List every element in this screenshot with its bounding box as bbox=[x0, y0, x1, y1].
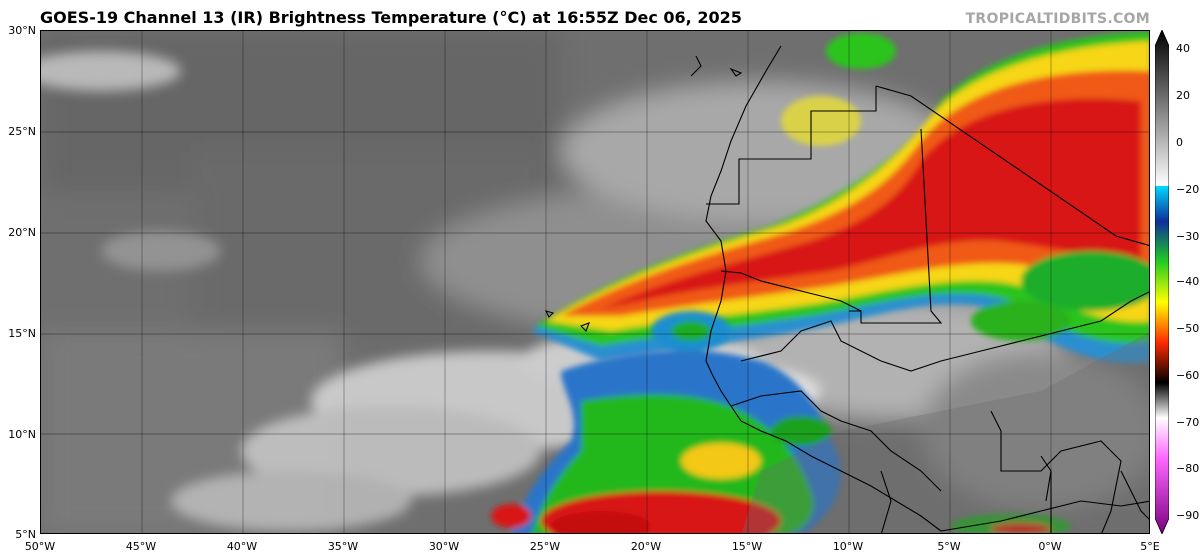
cold-cloud-band bbox=[531, 31, 1149, 363]
colorbar-gradient bbox=[1154, 29, 1170, 535]
colorbar-label-20: 20 bbox=[1176, 89, 1190, 102]
colorbar-label-minus50: −50 bbox=[1176, 322, 1200, 335]
lon-label-50w: 50°W bbox=[24, 540, 56, 553]
lon-label-20w: 20°W bbox=[630, 540, 662, 553]
colorbar-label-minus70: −70 bbox=[1176, 416, 1200, 429]
lat-label-20n: 20°N bbox=[8, 226, 36, 239]
colorbar-label-minus90: −90 bbox=[1176, 509, 1200, 522]
lon-label-30w: 30°W bbox=[428, 540, 460, 553]
lon-label-5e: 5°E bbox=[1140, 540, 1160, 553]
colorbar-label-40: 40 bbox=[1176, 42, 1190, 55]
graticule bbox=[41, 31, 1149, 533]
lon-label-45w: 45°W bbox=[125, 540, 157, 553]
africa-land bbox=[741, 332, 1149, 533]
lon-label-35w: 35°W bbox=[327, 540, 359, 553]
lon-label-10w: 10°W bbox=[832, 540, 864, 553]
lat-label-5n: 5°N bbox=[15, 528, 36, 541]
colorbar-label-0: 0 bbox=[1176, 136, 1183, 149]
lon-label-0w: 0°W bbox=[1038, 540, 1062, 553]
lat-label-15n: 15°N bbox=[8, 327, 36, 340]
map-title: GOES-19 Channel 13 (IR) Brightness Tempe… bbox=[40, 8, 742, 27]
lon-label-25w: 25°W bbox=[529, 540, 561, 553]
coastlines-borders bbox=[544, 45, 1149, 533]
lon-label-15w: 15°W bbox=[731, 540, 763, 553]
lon-label-5w: 5°W bbox=[937, 540, 961, 553]
lon-label-40w: 40°W bbox=[226, 540, 258, 553]
colorbar-label-minus20: −20 bbox=[1176, 183, 1200, 196]
lat-label-10n: 10°N bbox=[8, 428, 36, 441]
satellite-map[interactable] bbox=[40, 30, 1150, 534]
satellite-imagery bbox=[41, 31, 1149, 533]
credit-watermark: TROPICALTIDBITS.COM bbox=[965, 11, 1150, 27]
colorbar-label-minus40: −40 bbox=[1176, 275, 1200, 288]
lat-label-25n: 25°N bbox=[8, 125, 36, 138]
colorbar-label-minus60: −60 bbox=[1176, 369, 1200, 382]
lat-label-30n: 30°N bbox=[8, 24, 36, 37]
colorbar-label-minus80: −80 bbox=[1176, 462, 1200, 475]
colorbar-label-minus30: −30 bbox=[1176, 230, 1200, 243]
colorbar bbox=[1154, 29, 1170, 535]
southern-convection bbox=[491, 311, 1071, 533]
